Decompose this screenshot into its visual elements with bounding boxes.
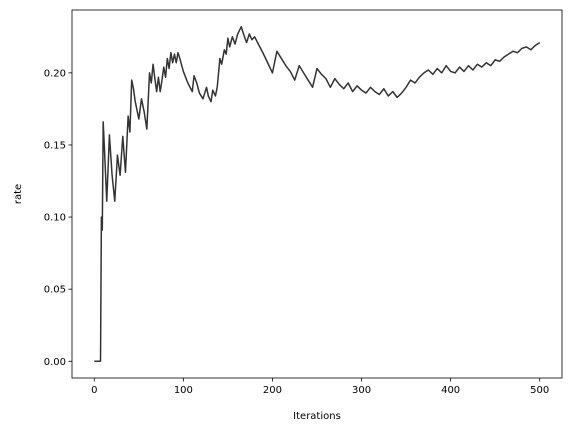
axes-frame bbox=[71, 9, 563, 379]
x-tick-label: 0 bbox=[91, 385, 97, 396]
x-axis-label: Iterations bbox=[293, 411, 341, 422]
x-tick-label: 500 bbox=[530, 385, 549, 396]
y-tick-label: 0.05 bbox=[44, 285, 66, 296]
x-tick-label: 100 bbox=[174, 385, 193, 396]
y-axis-label: rate bbox=[13, 184, 24, 204]
x-tick-label: 400 bbox=[441, 385, 460, 396]
axes: 0 100 200 300 400 500 0.00 0.05 0.10 0.15 0.20 bbox=[44, 9, 563, 396]
x-tick-label: 300 bbox=[352, 385, 371, 396]
x-tick-label: 200 bbox=[263, 385, 282, 396]
y-tick-label: 0.15 bbox=[44, 140, 66, 151]
y-tick-label: 0.20 bbox=[44, 68, 66, 79]
y-tick-label: 0.00 bbox=[44, 357, 66, 368]
plot-area bbox=[94, 25, 541, 363]
series-line-0 bbox=[94, 25, 541, 363]
y-tick-label: 0.10 bbox=[44, 213, 66, 224]
